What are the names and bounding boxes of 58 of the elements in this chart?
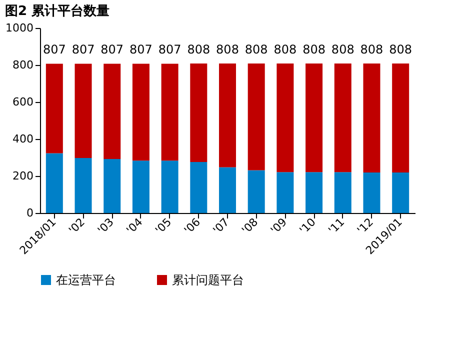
x-tick-label: '10 [297, 216, 318, 237]
total-label: 808 [302, 42, 326, 57]
x-tick-label: '03 [95, 216, 116, 237]
total-label: 808 [274, 42, 297, 57]
total-label: 808 [331, 42, 354, 57]
x-tick-label: '02 [66, 216, 88, 237]
y-tick-label: 800 [12, 58, 34, 72]
bar [276, 172, 294, 213]
x-tick-label: '05 [152, 216, 174, 237]
y-tick-label: 0 [26, 206, 34, 220]
bar [74, 158, 92, 213]
bar [363, 64, 380, 172]
y-tick-label: 1000 [6, 22, 34, 34]
legend-label: 累计问题平台 [172, 273, 244, 287]
total-label: 807 [100, 42, 124, 57]
bar [190, 64, 208, 162]
total-label: 808 [187, 42, 210, 57]
total-label: 808 [216, 42, 239, 57]
total-label: 807 [72, 42, 95, 57]
bar [46, 64, 63, 154]
total-label: 807 [158, 42, 182, 57]
y-tick-label: 600 [12, 96, 34, 108]
y-tick-label: 400 [12, 132, 34, 146]
bar [334, 172, 352, 213]
bar [219, 64, 236, 168]
x-tick-label: '06 [182, 216, 203, 237]
bar [104, 158, 121, 213]
x-tick-label: '09 [268, 216, 290, 237]
bar [132, 160, 150, 213]
bar [46, 153, 63, 213]
legend-label: 在运营平台 [56, 273, 116, 287]
total-label: 807 [130, 42, 152, 57]
bar [74, 64, 92, 158]
total-label: 808 [360, 42, 384, 57]
bar [306, 64, 323, 172]
bar [219, 167, 236, 213]
bar [132, 64, 150, 161]
bar [392, 64, 410, 172]
bar [161, 64, 178, 161]
x-tick-label: '04 [124, 216, 146, 237]
bar [392, 172, 410, 213]
x-tick-label: '08 [239, 216, 261, 237]
bar [104, 64, 121, 159]
chart-title: 图2 累计平台数量 [5, 3, 110, 19]
bar [190, 162, 208, 213]
x-tick-label: '11 [326, 216, 348, 237]
bar [363, 172, 380, 213]
bar [248, 64, 265, 170]
total-label: 807 [42, 42, 66, 57]
bar [306, 172, 323, 213]
y-tick-label: 200 [12, 170, 34, 182]
x-tick-label: '07 [210, 216, 232, 237]
bar [161, 160, 178, 213]
total-label: 808 [244, 42, 268, 57]
bar [276, 64, 294, 172]
bar [334, 64, 352, 172]
total-label: 808 [389, 42, 412, 57]
bar [248, 170, 265, 213]
